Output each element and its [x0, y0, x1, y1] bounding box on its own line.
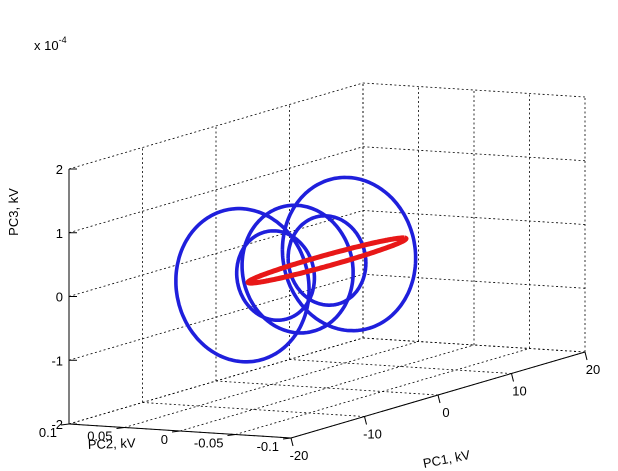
grid-line [124, 341, 419, 428]
grid-line [235, 348, 530, 435]
z-exponent-label: x 10-4 [34, 35, 67, 53]
grid-line [362, 210, 586, 225]
grid-line [362, 273, 586, 289]
y-tick-label: -0.05 [194, 436, 224, 451]
y-tick-label: 0.05 [87, 429, 112, 444]
data-ring [234, 229, 317, 323]
y-tick-mark [282, 437, 292, 440]
data-curves [174, 175, 418, 364]
z-tick-label: -1 [51, 353, 63, 368]
x-tick-mark [364, 416, 367, 425]
x-tick-mark [584, 351, 588, 361]
y-tick-mark [227, 434, 236, 436]
data-ring [245, 235, 409, 286]
x-tick-mark [511, 373, 514, 382]
data-ring [240, 203, 355, 335]
grid-line [68, 82, 364, 170]
y-tick-mark [60, 423, 70, 426]
grid-line [362, 82, 586, 98]
x-tick-label: 10 [512, 384, 526, 399]
y-tick-mark [116, 427, 125, 429]
z-tick-label: 1 [56, 226, 63, 241]
x-tick-mark [290, 437, 294, 447]
grid-lines [68, 82, 586, 439]
x-tick-label: 20 [586, 362, 600, 377]
x-tick-label: 0 [442, 405, 449, 420]
y-tick-label: -0.1 [257, 439, 279, 454]
grid-line [68, 210, 364, 297]
y-tick-mark [171, 430, 181, 433]
z-tick-label: 2 [56, 162, 63, 177]
y-tick-label: 0 [161, 432, 168, 447]
grid-line [289, 359, 512, 374]
x-tick-label: -20 [290, 448, 309, 463]
grid-line [142, 402, 365, 417]
grid-line [362, 337, 586, 353]
data-ring [280, 175, 418, 333]
data-ring [174, 206, 311, 364]
x-tick-label: -10 [363, 427, 382, 442]
x-tick-mark [437, 394, 441, 404]
data-ring [286, 214, 368, 308]
grid-line [68, 146, 364, 234]
z-axis-label: PC3, kV [6, 188, 21, 236]
y-axis-label: PC2, kV [88, 435, 137, 452]
z-tick-label: 0 [56, 290, 63, 305]
x-axis-label: PC1, kV [422, 447, 472, 471]
grid-line [179, 344, 475, 432]
grid-line [362, 146, 586, 162]
y-tick-label: 0.1 [39, 425, 57, 440]
axes-box [60, 168, 588, 447]
grid-line [215, 380, 439, 396]
grid-line [68, 337, 364, 425]
z-tick-label: -2 [51, 417, 63, 432]
grid-line [68, 273, 364, 361]
